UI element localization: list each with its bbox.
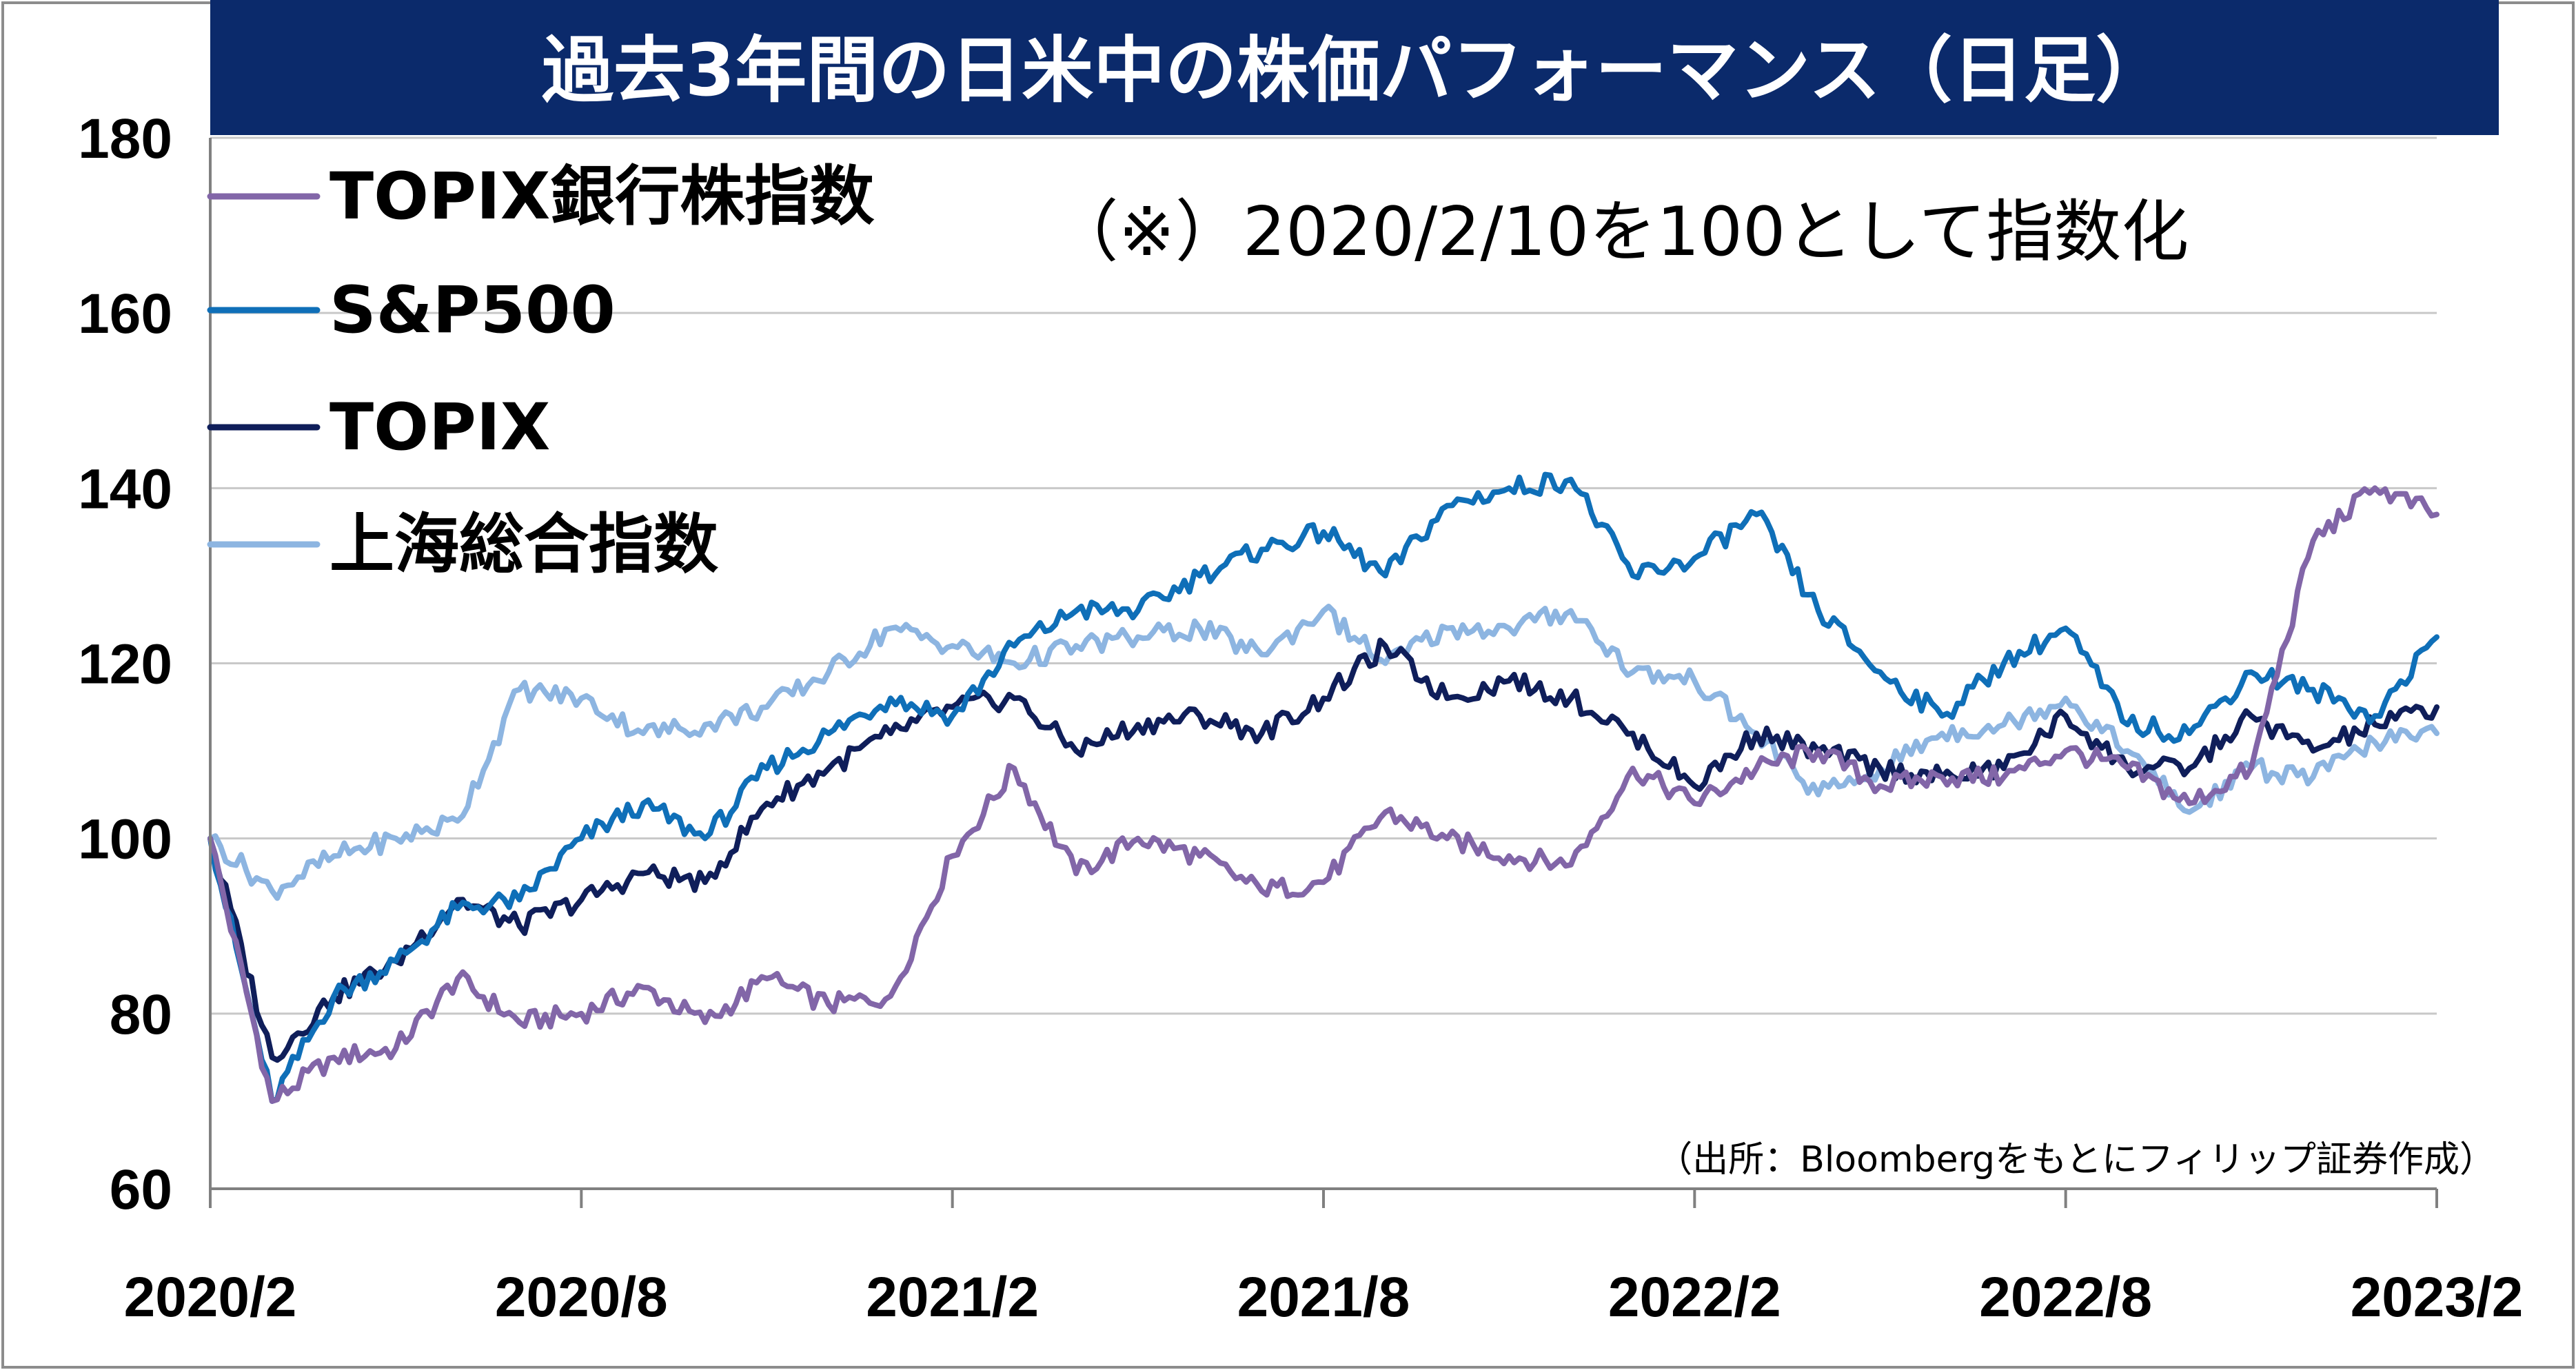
- x-tick-label: 2020/8: [495, 1266, 668, 1329]
- x-tick-label: 2022/8: [1979, 1266, 2152, 1329]
- x-tick-label: 2020/2: [124, 1266, 297, 1329]
- index-note: （※）2020/2/10を100として指数化: [1051, 193, 2189, 272]
- legend-label-3: 上海総合指数: [329, 507, 718, 582]
- legend-label-0: TOPIX銀行株指数: [329, 159, 874, 234]
- series-line-0: [207, 485, 2440, 1104]
- y-tick-label: 100: [78, 808, 172, 871]
- y-axis-tick-labels: 60 80 100 120 140 160 180: [78, 108, 172, 1221]
- title-banner: [210, 0, 2499, 135]
- x-tick-label: 2023/2: [2351, 1266, 2524, 1329]
- series-line-1: [207, 471, 2440, 1104]
- legend-label-1: S&P500: [329, 273, 616, 348]
- y-tick-label: 80: [110, 983, 172, 1046]
- y-tick-label: 160: [78, 283, 172, 345]
- x-tick-label: 2021/8: [1237, 1266, 1410, 1329]
- y-tick-label: 120: [78, 633, 172, 696]
- legend-label-2: TOPIX: [329, 390, 550, 465]
- y-tick-label: 140: [78, 458, 172, 520]
- source-note: （出所：Bloombergをもとにフィリップ証券作成）: [1656, 1139, 2495, 1180]
- x-axis-tick-labels: 2020/2 2020/8 2021/2 2021/8 2022/2 2022/8 2023…: [124, 1266, 2524, 1329]
- series-line-2: [207, 637, 2440, 1063]
- chart-title: 過去3年間の日米中の株価パフォーマンス（日足）: [542, 28, 2167, 112]
- x-tick-label: 2022/2: [1608, 1266, 1781, 1329]
- series-line-3: [207, 604, 2440, 901]
- series-lines: [207, 471, 2440, 1104]
- y-tick-label: 180: [78, 108, 172, 170]
- y-tick-label: 60: [110, 1158, 172, 1221]
- legend: TOPIX銀行株指数 S&P500 TOPIX 上海総合指数: [207, 159, 874, 582]
- x-tick-label: 2021/2: [866, 1266, 1039, 1329]
